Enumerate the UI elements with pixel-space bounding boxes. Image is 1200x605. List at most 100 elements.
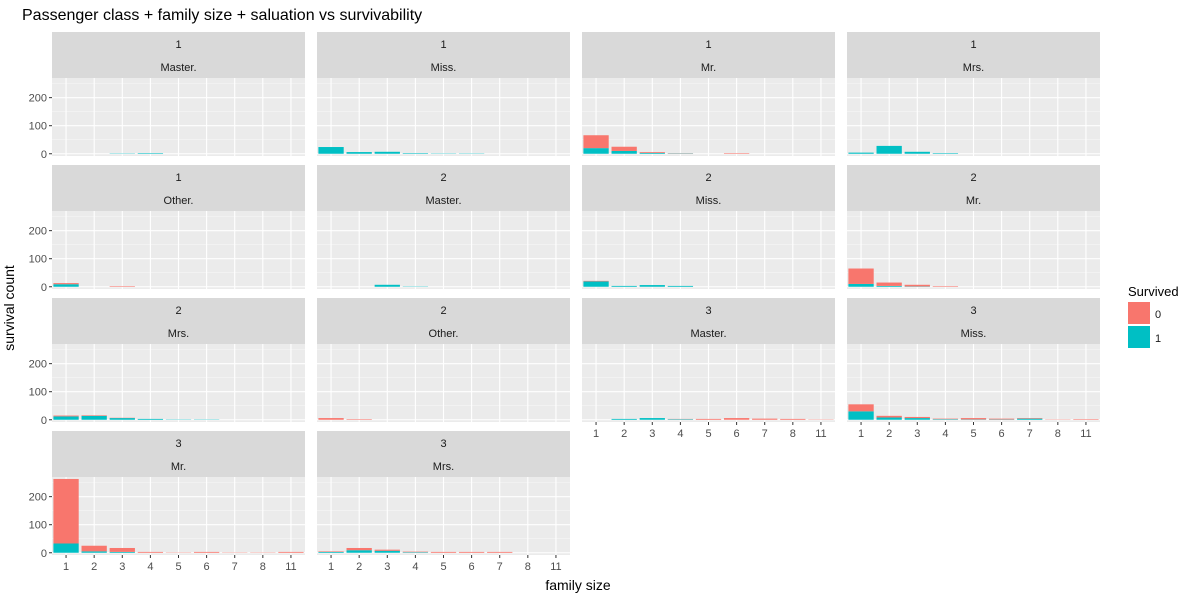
- bar-died: [780, 419, 805, 420]
- facet-strip-title-label: Master.: [160, 62, 196, 74]
- bar-died: [82, 415, 107, 416]
- bar-died: [877, 283, 902, 286]
- x-tick-label: 4: [942, 428, 948, 440]
- legend-key-label: 0: [1155, 309, 1161, 321]
- x-tick-label: 2: [91, 561, 97, 573]
- x-tick-label: 11: [550, 561, 561, 573]
- facet-strip-title-label: Other.: [164, 195, 194, 207]
- bar-survived: [583, 148, 608, 154]
- bar-survived: [347, 152, 372, 154]
- bar-survived: [668, 286, 693, 287]
- bar-died: [1073, 419, 1098, 420]
- facet-strip-class-label: 2: [175, 305, 181, 317]
- x-tick-label: 4: [677, 428, 683, 440]
- y-tick-label: 100: [29, 387, 47, 399]
- x-tick-label: 8: [1055, 428, 1061, 440]
- facet-strip-title-label: Other.: [429, 328, 459, 340]
- x-tick-label: 4: [412, 561, 418, 573]
- facet-strip-title-label: Miss.: [431, 62, 457, 74]
- bar-survived: [138, 153, 163, 154]
- bar-survived: [110, 418, 135, 420]
- x-tick-label: 6: [469, 561, 475, 573]
- facet-panel: 2 Miss.: [582, 165, 835, 289]
- bar-died: [752, 419, 777, 420]
- x-tick-label: 8: [260, 561, 266, 573]
- bar-died: [905, 417, 930, 418]
- bar-survived: [82, 416, 107, 420]
- bar-died: [848, 404, 873, 411]
- bar-survived: [138, 419, 163, 420]
- x-tick-label: 11: [285, 561, 296, 573]
- legend-key-label: 1: [1155, 333, 1161, 345]
- bar-survived: [53, 284, 78, 287]
- y-axis-label: survival count: [1, 265, 17, 351]
- legend-title: Survived: [1128, 284, 1179, 299]
- x-tick-label: 1: [63, 561, 69, 573]
- x-tick-label: 5: [970, 428, 976, 440]
- x-tick-label: 1: [593, 428, 599, 440]
- x-tick-label: 7: [232, 561, 238, 573]
- facet-strip-class-label: 1: [175, 172, 181, 184]
- facet-strip-class-label: 2: [705, 172, 711, 184]
- y-tick-label: 100: [29, 121, 47, 133]
- x-tick-label: 1: [858, 428, 864, 440]
- bar-died: [905, 285, 930, 287]
- chart-title: Passenger class + family size + saluatio…: [22, 7, 422, 24]
- bar-died: [583, 135, 608, 148]
- bar-survived: [1017, 419, 1042, 420]
- x-tick-label: 6: [204, 561, 210, 573]
- facet-strip-title-label: Mrs.: [963, 62, 984, 74]
- bar-survived: [640, 418, 665, 420]
- bar-survived: [318, 147, 343, 154]
- bar-died: [375, 550, 400, 551]
- bar-survived: [82, 551, 107, 552]
- facet-strip-class-label: 2: [440, 305, 446, 317]
- x-tick-label: 2: [886, 428, 892, 440]
- x-tick-label: 1: [328, 561, 334, 573]
- x-tick-label: 5: [175, 561, 181, 573]
- bar-survived: [612, 286, 637, 287]
- bar-survived: [640, 153, 665, 154]
- facet-strip-title-label: Mr.: [701, 62, 716, 74]
- facet-strip-class-label: 1: [705, 39, 711, 51]
- facet-strip-title-label: Mr.: [171, 461, 186, 473]
- x-tick-label: 2: [621, 428, 627, 440]
- bar-died: [724, 153, 749, 154]
- facet-strip-class-label: 1: [175, 39, 181, 51]
- bar-survived: [347, 550, 372, 553]
- facet-strip-class-label: 2: [970, 172, 976, 184]
- x-tick-label: 8: [790, 428, 796, 440]
- bar-survived: [375, 152, 400, 154]
- bar-survived: [848, 153, 873, 154]
- facet-strip-class-label: 3: [705, 305, 711, 317]
- facet-strip-class-label: 3: [175, 438, 181, 450]
- facet-strip-title-label: Mrs.: [433, 461, 454, 473]
- bar-survived: [53, 543, 78, 552]
- y-tick-label: 0: [41, 282, 47, 294]
- x-tick-label: 7: [497, 561, 503, 573]
- facet-panel: 1 Mr.: [582, 32, 835, 156]
- x-tick-label: 5: [705, 428, 711, 440]
- y-tick-label: 100: [29, 254, 47, 266]
- bar-died: [459, 552, 484, 553]
- x-tick-label: 3: [649, 428, 655, 440]
- bar-died: [612, 147, 637, 151]
- facet-strip-class-label: 3: [440, 438, 446, 450]
- bar-survived: [877, 286, 902, 287]
- bar-died: [110, 286, 135, 287]
- bar-survived: [375, 551, 400, 553]
- facet-strip-title-label: Miss.: [696, 195, 722, 207]
- bar-survived: [933, 153, 958, 154]
- legend-key-swatch: [1128, 302, 1150, 324]
- facet-strip-title-label: Master.: [690, 328, 726, 340]
- bar-died: [583, 281, 608, 282]
- x-tick-label: 11: [1080, 428, 1091, 440]
- bar-survived: [905, 152, 930, 154]
- bar-died: [696, 419, 721, 420]
